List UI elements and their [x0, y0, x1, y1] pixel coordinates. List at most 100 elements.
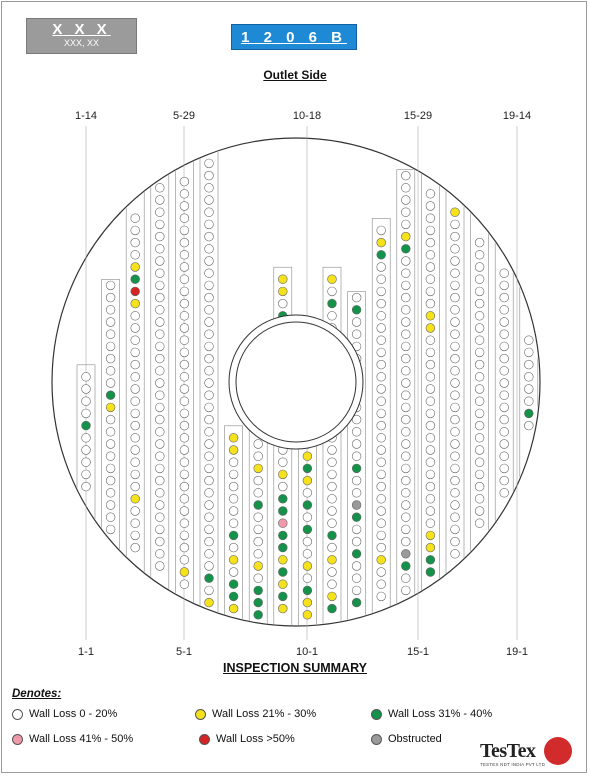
tube: [425, 445, 436, 455]
tube: [524, 408, 534, 419]
side-label: Outlet Side: [263, 68, 327, 82]
top-row-label: 10-18: [293, 110, 321, 122]
tube: [376, 262, 386, 272]
tube: [204, 207, 214, 217]
tube: [376, 384, 386, 394]
tube: [351, 427, 362, 437]
tube: [179, 567, 190, 577]
tube: [155, 488, 165, 498]
tube: [376, 359, 386, 370]
tube-row-lane: [199, 139, 219, 625]
tube: [327, 530, 337, 541]
tube: [179, 469, 190, 480]
tube: [204, 378, 214, 388]
tube: [351, 305, 362, 315]
tube: [401, 585, 411, 596]
tube: [228, 445, 239, 455]
tube: [179, 176, 190, 187]
tube: [327, 311, 337, 321]
tube: [204, 305, 214, 315]
tube: [450, 414, 460, 425]
tube: [81, 384, 91, 394]
legend-item-wall-loss-over-50: Wall Loss >50%: [199, 733, 295, 745]
tube: [179, 274, 190, 284]
tube: [499, 390, 509, 400]
tube: [474, 237, 485, 248]
tube: [155, 451, 165, 461]
tube: [425, 298, 436, 309]
tube: [401, 195, 411, 205]
tube: [499, 402, 509, 413]
tube: [524, 384, 534, 394]
tube: [401, 536, 411, 547]
tube: [302, 512, 313, 522]
tube: [425, 518, 436, 528]
legend-dot-pink: [12, 733, 23, 745]
legend-dot-green: [371, 708, 382, 720]
tube: [155, 561, 165, 571]
tube: [179, 347, 190, 358]
tube: [327, 481, 337, 492]
tube: [327, 579, 337, 589]
tube: [376, 323, 386, 333]
tube: [179, 530, 190, 541]
tube-row-lane: [445, 139, 465, 625]
tube: [179, 506, 190, 516]
tube: [155, 305, 165, 315]
plant-code-line1: X X X: [52, 21, 111, 38]
tube: [130, 372, 140, 382]
tube: [474, 481, 485, 492]
tube: [155, 207, 165, 217]
tube: [474, 396, 485, 406]
tube: [450, 500, 460, 510]
tube: [130, 530, 140, 541]
tube: [499, 366, 509, 376]
tube: [253, 439, 263, 449]
tube: [376, 481, 386, 492]
tube: [376, 591, 386, 602]
tube: [204, 597, 214, 608]
legend-label: Wall Loss 41% - 50%: [29, 733, 134, 745]
tube: [450, 292, 460, 303]
legend-dot-white: [12, 708, 23, 720]
tube: [327, 469, 337, 480]
tube: [204, 451, 214, 461]
legend-dot-gray: [371, 733, 382, 745]
tube: [179, 286, 190, 297]
tube: [474, 445, 485, 455]
tube: [524, 420, 534, 431]
tube: [204, 244, 214, 254]
tube: [105, 292, 116, 303]
tube: [474, 274, 485, 284]
tube: [204, 524, 214, 535]
tube: [376, 457, 386, 467]
tube: [401, 280, 411, 291]
tube: [130, 286, 140, 297]
tube: [351, 475, 362, 486]
tube: [499, 463, 509, 474]
tube: [425, 335, 436, 345]
tube: [155, 475, 165, 486]
tube: [376, 420, 386, 431]
tube: [155, 244, 165, 254]
tube: [204, 427, 214, 437]
tube: [105, 427, 116, 437]
tube: [155, 378, 165, 388]
tube: [204, 219, 214, 230]
tube: [450, 341, 460, 352]
tube: [278, 567, 288, 577]
tube: [425, 213, 436, 223]
tube: [278, 274, 288, 284]
tube: [204, 280, 214, 291]
tube: [450, 231, 460, 242]
tube: [228, 555, 239, 565]
tube: [81, 457, 91, 467]
tube: [450, 268, 460, 278]
tube: [130, 323, 140, 333]
tube: [228, 603, 239, 614]
tube: [179, 262, 190, 272]
tube: [155, 549, 165, 559]
tube: [474, 359, 485, 370]
tube: [401, 231, 411, 242]
tube: [81, 396, 91, 406]
